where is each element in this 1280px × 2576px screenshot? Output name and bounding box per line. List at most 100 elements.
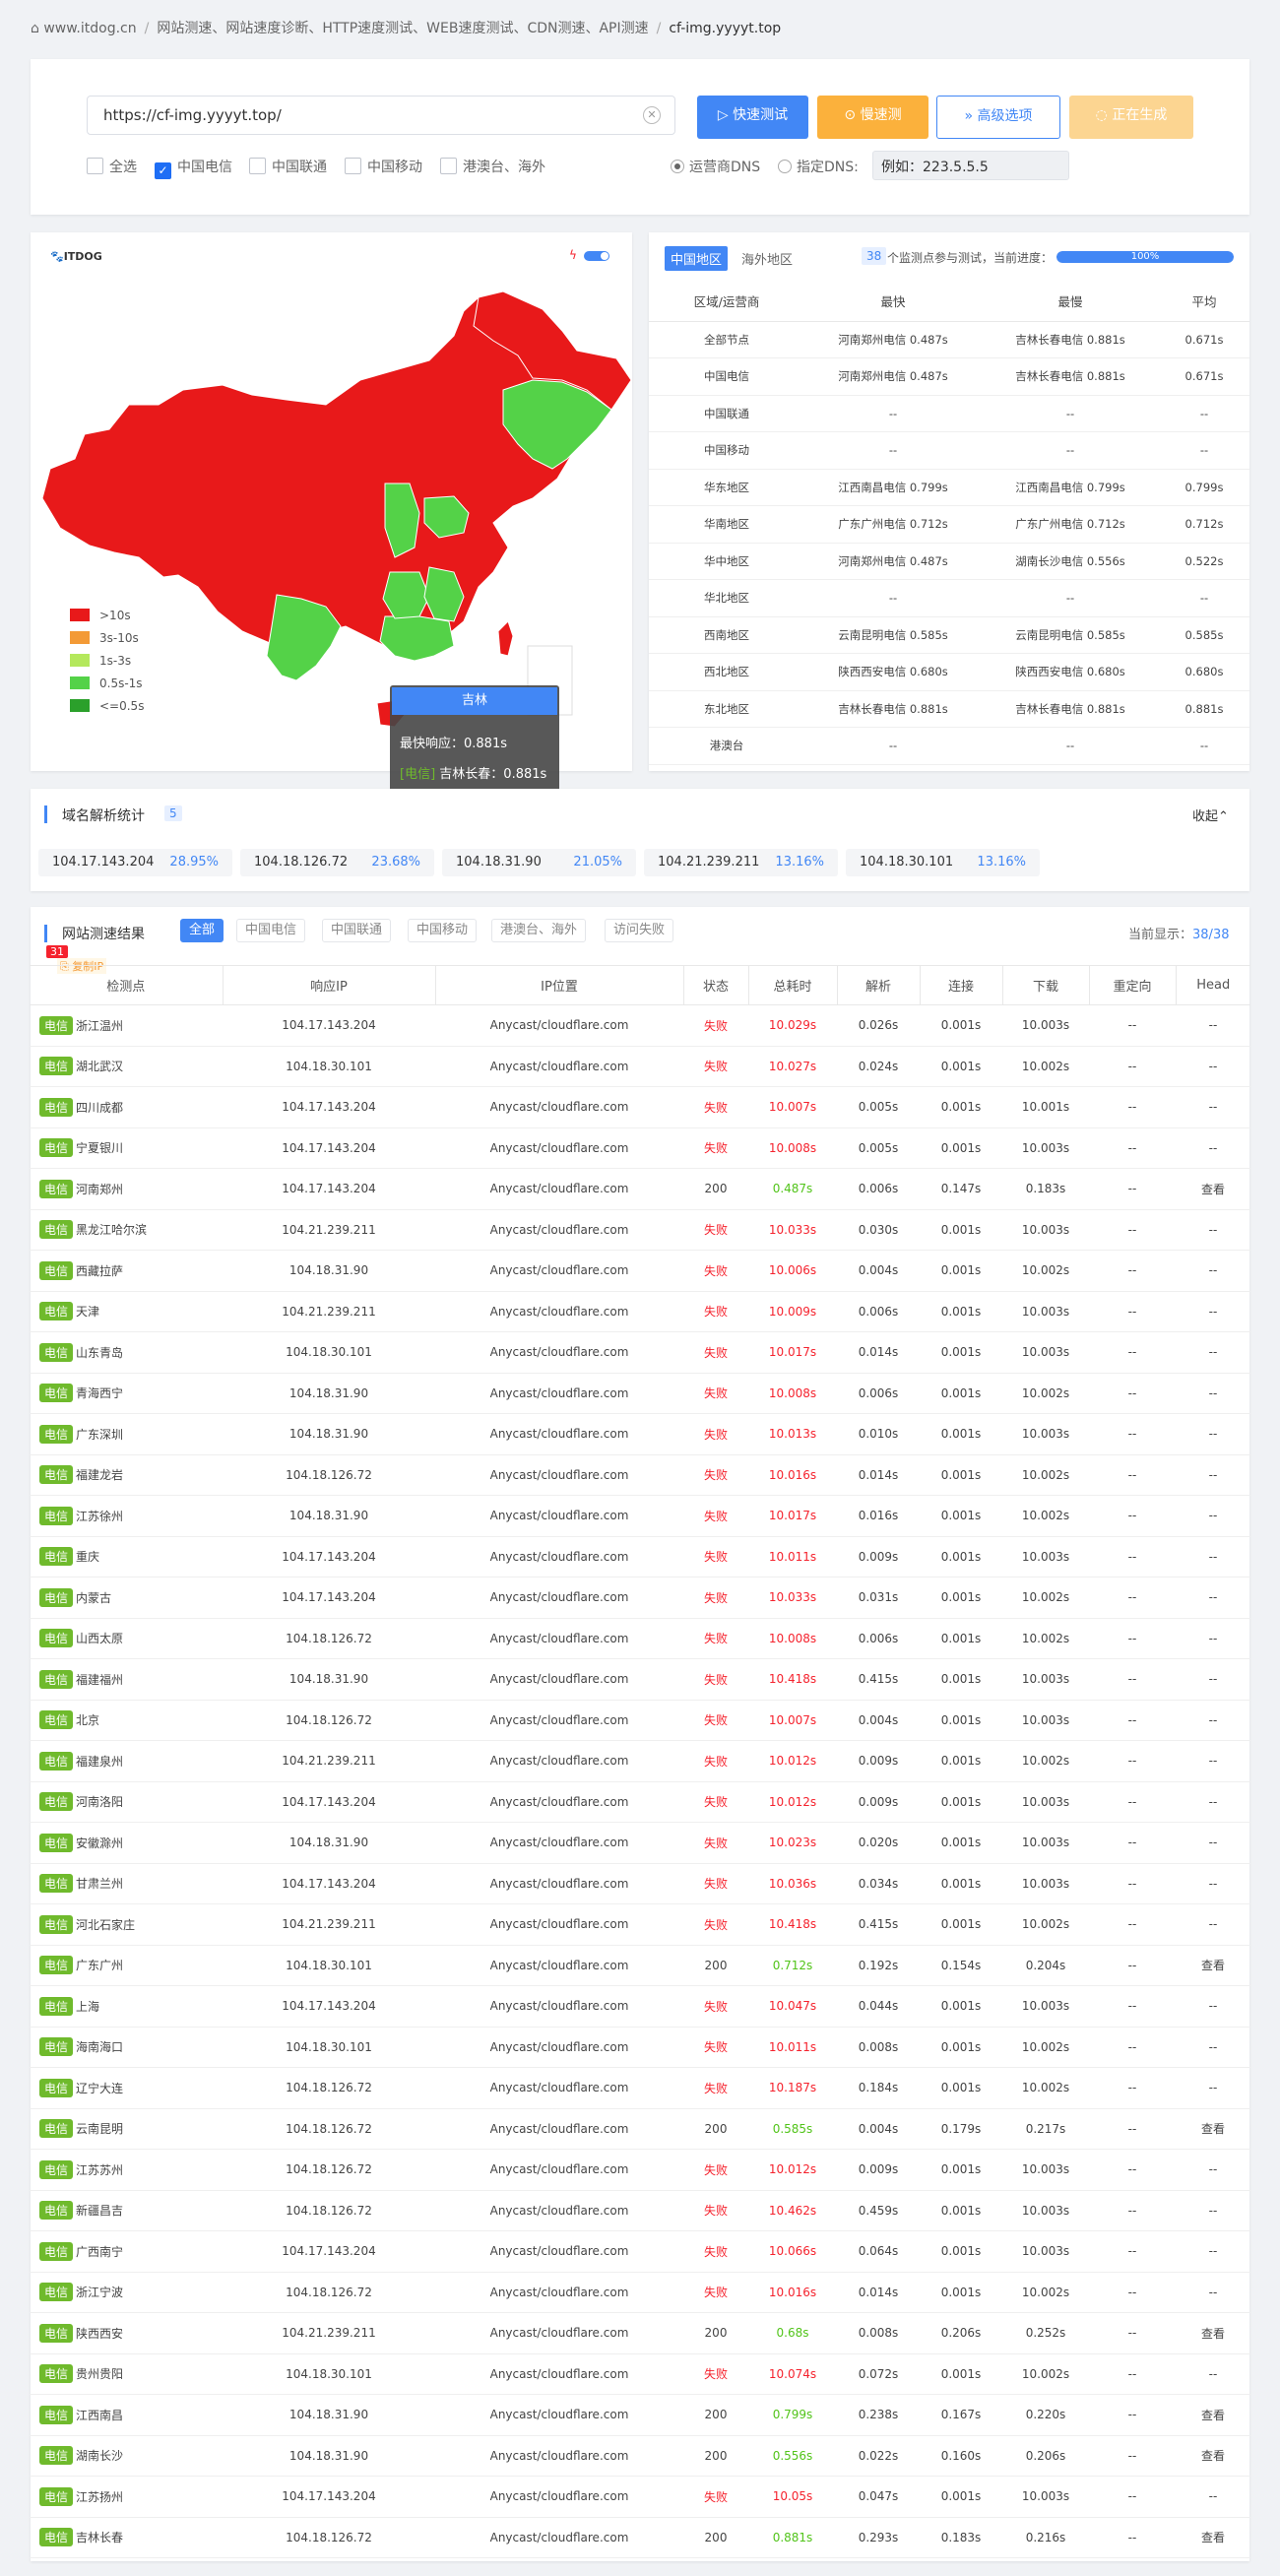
- checkbox-select-all[interactable]: 全选: [87, 157, 137, 176]
- node-name: 江苏扬州: [76, 2489, 124, 2504]
- url-input[interactable]: https://cf-img.yyyyt.top/: [87, 96, 675, 135]
- node-name: 辽宁大连: [76, 2081, 124, 2095]
- response-ip-cell: 104.18.126.72: [223, 1618, 435, 1659]
- home-icon[interactable]: ⌂: [31, 21, 39, 36]
- status-cell: 失败: [683, 1658, 748, 1701]
- table-row: 电信 河南洛阳 104.17.143.204 Anycast/cloudflare.c…: [30, 1781, 1250, 1823]
- checkbox-mobile[interactable]: 中国移动: [345, 157, 422, 176]
- stats-row: 西北地区 陕西西安电信 0.680s 陕西西安电信 0.680s 0.680s: [649, 653, 1249, 691]
- head-cell: --: [1176, 2190, 1250, 2231]
- table-row: 电信 广东深圳 104.18.31.90 Anycast/cloudflare.com…: [30, 1413, 1250, 1455]
- table-row: 电信 北京 104.18.126.72 Anycast/cloudflare.com 失…: [30, 1700, 1250, 1741]
- node-cell: 电信 广东深圳: [30, 1413, 223, 1455]
- isp-badge: 电信: [39, 1629, 74, 1648]
- stats-cell: --: [1159, 727, 1249, 765]
- stats-cell: 河南郑州电信 0.487s: [804, 357, 982, 396]
- generating-button[interactable]: ◌ 正在生成: [1069, 96, 1193, 139]
- total-time-cell: 10.016s: [748, 2272, 837, 2313]
- connect-time-cell: 0.001s: [920, 2149, 1002, 2191]
- filter-tab-failed[interactable]: 访问失败: [605, 919, 674, 942]
- download-time-cell: 10.002s: [1002, 2067, 1089, 2109]
- breadcrumb-home[interactable]: www.itdog.cn: [43, 21, 137, 36]
- map-region-jiangxi[interactable]: [423, 566, 465, 622]
- head-cell[interactable]: 查看: [1176, 2108, 1250, 2150]
- filter-tab-unicom[interactable]: 中国联通: [322, 919, 392, 942]
- isp-badge: 电信: [39, 1097, 74, 1117]
- filter-tab-all[interactable]: 全部: [180, 919, 224, 942]
- legend-item: <=0.5s: [70, 699, 144, 713]
- head-cell[interactable]: 查看: [1176, 2394, 1250, 2436]
- china-map[interactable]: [31, 232, 632, 771]
- map-region-yunnan[interactable]: [266, 594, 342, 681]
- check-icon[interactable]: ✓: [155, 162, 171, 179]
- status-cell: 失败: [683, 1209, 748, 1251]
- node-cell: 电信 广西南宁: [30, 2230, 223, 2273]
- checkbox-telecom[interactable]: ✓ 中国电信: [155, 157, 232, 179]
- node-cell: 电信 云南昆明: [30, 2108, 223, 2150]
- checkbox-box[interactable]: [87, 158, 103, 174]
- clear-icon[interactable]: ✕: [643, 106, 661, 124]
- total-time-cell: 10.023s: [748, 1822, 837, 1864]
- filter-tab-mobile[interactable]: 中国移动: [408, 919, 478, 942]
- checkbox-unicom[interactable]: 中国联通: [249, 157, 327, 176]
- checkbox-box[interactable]: [345, 158, 361, 174]
- radio-button[interactable]: [778, 160, 792, 173]
- download-time-cell: 10.003s: [1002, 1863, 1089, 1904]
- status-cell: 失败: [683, 1004, 748, 1047]
- connect-time-cell: 0.001s: [920, 1658, 1002, 1701]
- node-name: 湖南长沙: [76, 2449, 124, 2464]
- tab-china[interactable]: 中国地区: [665, 246, 729, 271]
- slow-test-button[interactable]: ⊙ 慢速测: [817, 96, 928, 139]
- map-region-guangdong[interactable]: [379, 615, 455, 662]
- tab-overseas[interactable]: 海外地区: [741, 253, 794, 268]
- filter-tab-overseas[interactable]: 港澳台、海外: [491, 919, 587, 942]
- map-region-taiwan[interactable]: [497, 620, 514, 657]
- dns-input[interactable]: 例如：223.5.5.5: [872, 151, 1069, 180]
- dns-time-cell: 0.034s: [837, 1863, 920, 1904]
- table-row: 电信 湖南长沙 104.18.31.90 Anycast/cloudflare.com…: [30, 2435, 1250, 2477]
- stats-cell: 中国移动: [649, 431, 804, 470]
- advanced-options-button[interactable]: » 高级选项: [936, 96, 1060, 139]
- table-row: 电信 山东青岛 104.18.30.101 Anycast/cloudflare.co…: [30, 1331, 1250, 1374]
- dns-ip-percent: 13.16%: [977, 855, 1026, 869]
- filter-tab-telecom[interactable]: 中国电信: [236, 919, 306, 942]
- head-cell[interactable]: 查看: [1176, 2435, 1250, 2477]
- breadcrumb-section[interactable]: 网站测速、网站速度诊断、HTTP速度测试、WEB速度测试、CDN测速、API测速: [157, 21, 649, 36]
- radio-isp-dns[interactable]: 运营商DNS: [671, 157, 760, 176]
- head-cell[interactable]: 查看: [1176, 2517, 1250, 2558]
- radio-button[interactable]: [671, 160, 684, 173]
- map-region-hunan[interactable]: [382, 571, 430, 619]
- status-cell: 失败: [683, 2027, 748, 2068]
- stats-header: 平均: [1159, 282, 1249, 322]
- head-cell[interactable]: 查看: [1176, 1945, 1250, 1986]
- dns-time-cell: 0.004s: [837, 1700, 920, 1741]
- checkbox-box[interactable]: [249, 158, 266, 174]
- map-toggle[interactable]: [584, 251, 609, 261]
- itdog-logo: 🐾ITDOG: [50, 250, 102, 263]
- radio-custom-dns[interactable]: 指定DNS:: [778, 157, 859, 176]
- node-name: 广东广州: [76, 1959, 124, 1973]
- fast-test-button[interactable]: ▷ 快速测试: [697, 96, 808, 139]
- node-cell: 电信 山西太原: [30, 1618, 223, 1659]
- checkbox-box[interactable]: [440, 158, 457, 174]
- dns-time-cell: 0.072s: [837, 2353, 920, 2395]
- collapse-button[interactable]: 收起⌃: [1192, 809, 1229, 824]
- head-cell[interactable]: 查看: [1176, 1168, 1250, 1210]
- status-cell: 失败: [683, 1127, 748, 1169]
- total-time-cell: 10.418s: [748, 1903, 837, 1946]
- response-ip-cell: 104.18.126.72: [223, 2190, 435, 2231]
- flash-icon[interactable]: ϟ: [569, 248, 577, 262]
- connect-time-cell: 0.001s: [920, 1250, 1002, 1292]
- map-region-henan[interactable]: [423, 495, 470, 539]
- node-cell: 电信 黑龙江哈尔滨: [30, 1209, 223, 1251]
- ip-location-cell: Anycast/cloudflare.com: [435, 1781, 683, 1823]
- map-region-jilin[interactable]: [502, 379, 612, 470]
- map-region-shaanxi[interactable]: [384, 483, 420, 558]
- column-header: 解析: [836, 965, 920, 1005]
- download-time-cell: 10.002s: [1002, 2272, 1089, 2313]
- stats-row: 港澳台 -- -- --: [649, 727, 1249, 765]
- checkbox-overseas[interactable]: 港澳台、海外: [440, 157, 545, 176]
- dns-time-cell: 0.415s: [837, 1903, 920, 1946]
- head-cell[interactable]: 查看: [1176, 2312, 1250, 2354]
- node-cell: 电信 山东青岛: [30, 1331, 223, 1374]
